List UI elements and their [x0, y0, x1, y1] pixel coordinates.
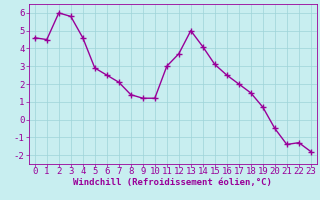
X-axis label: Windchill (Refroidissement éolien,°C): Windchill (Refroidissement éolien,°C): [73, 178, 272, 187]
